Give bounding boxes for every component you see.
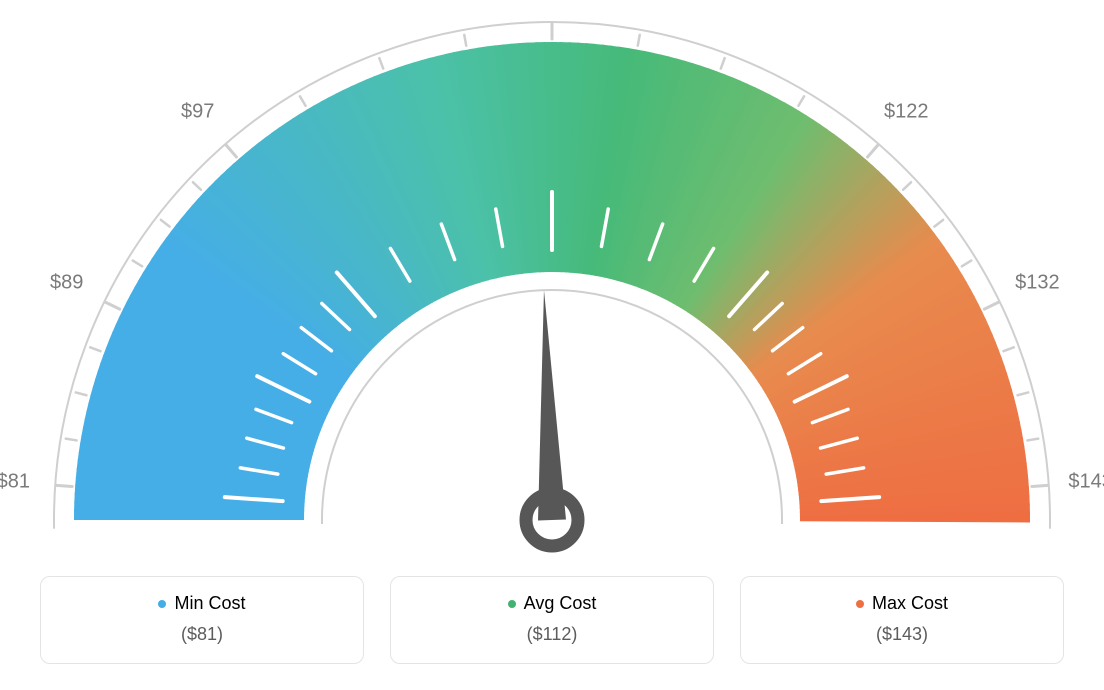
legend-dot-avg (508, 600, 516, 608)
gauge-tick-label: $81 (0, 471, 30, 494)
gauge-tick-label: $143 (1068, 471, 1104, 494)
legend-title-avg: Avg Cost (508, 593, 597, 614)
legend-dot-min (158, 600, 166, 608)
cost-gauge-container: $81$89$97$112$122$132$143 Min Cost ($81)… (0, 0, 1104, 690)
gauge-svg (0, 0, 1104, 560)
legend-label-avg: Avg Cost (524, 593, 597, 614)
legend-value-avg: ($112) (401, 624, 703, 645)
gauge-tick-label: $132 (1015, 272, 1060, 295)
legend-card-max: Max Cost ($143) (740, 576, 1064, 664)
gauge-tick-label: $89 (50, 272, 83, 295)
legend-value-max: ($143) (751, 624, 1053, 645)
legend-value-min: ($81) (51, 624, 353, 645)
legend-card-min: Min Cost ($81) (40, 576, 364, 664)
legend-card-avg: Avg Cost ($112) (390, 576, 714, 664)
legend-dot-max (856, 600, 864, 608)
legend-title-min: Min Cost (158, 593, 245, 614)
legend-title-max: Max Cost (856, 593, 948, 614)
legend-row: Min Cost ($81) Avg Cost ($112) Max Cost … (40, 576, 1064, 664)
legend-label-max: Max Cost (872, 593, 948, 614)
gauge-tick-label: $97 (181, 101, 214, 124)
gauge-chart: $81$89$97$112$122$132$143 (0, 0, 1104, 560)
gauge-tick-label: $122 (884, 101, 929, 124)
legend-label-min: Min Cost (174, 593, 245, 614)
